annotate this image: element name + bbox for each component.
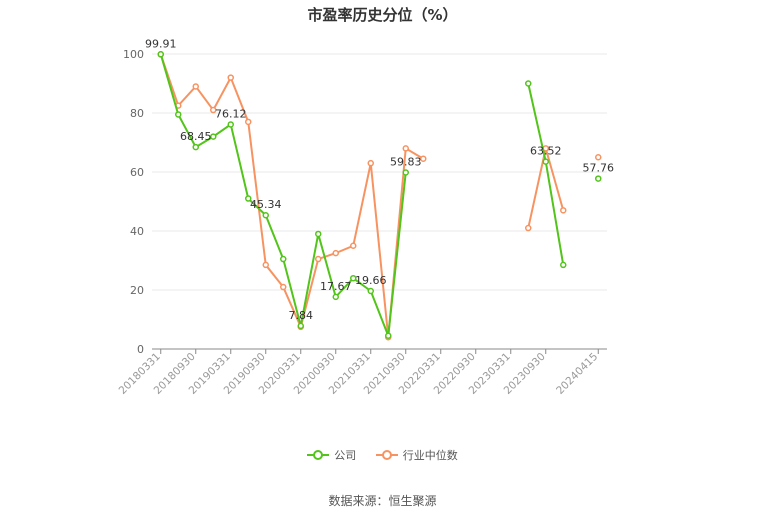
data-point-company xyxy=(542,158,549,165)
legend-label-company: 公司 xyxy=(334,449,357,462)
data-label: 76.12 xyxy=(215,107,247,120)
data-point-industry xyxy=(560,207,567,214)
legend-item-industry[interactable]: 行业中位数 xyxy=(375,447,458,463)
data-point-industry xyxy=(420,155,427,162)
data-point-industry xyxy=(367,159,374,167)
data-label: 45.34 xyxy=(250,198,282,211)
series-line-company xyxy=(527,83,565,266)
data-point-industry xyxy=(402,145,409,152)
data-point-company xyxy=(525,80,532,87)
data-point-industry xyxy=(280,283,287,291)
data-point-company xyxy=(332,293,339,301)
data-point-company xyxy=(367,287,374,295)
data-label: 99.91 xyxy=(145,37,177,50)
data-label: 63.52 xyxy=(530,145,562,158)
y-tick-label: 40 xyxy=(130,225,144,238)
data-point-company xyxy=(315,230,322,238)
data-point-industry xyxy=(227,74,234,81)
y-tick-label: 20 xyxy=(130,284,144,297)
series-line-industry xyxy=(159,53,424,338)
chart-title: 市盈率历史分位（%） xyxy=(307,6,458,24)
x-tick-label: 20240415 xyxy=(554,351,600,397)
data-point-company xyxy=(192,143,199,151)
data-point-industry xyxy=(315,255,322,263)
y-tick-label: 80 xyxy=(130,107,144,120)
data-point-industry xyxy=(332,249,339,257)
data-point-company xyxy=(157,51,164,58)
data-point-company xyxy=(245,195,252,202)
legend-item-company[interactable]: 公司 xyxy=(307,447,356,463)
data-point-industry xyxy=(525,224,532,232)
y-tick-label: 0 xyxy=(137,343,144,356)
data-label: 59.83 xyxy=(390,156,422,169)
data-point-company xyxy=(595,175,602,182)
legend-swatch-industry xyxy=(375,449,398,461)
data-point-company xyxy=(297,322,304,330)
data-point-company xyxy=(210,133,217,140)
data-point-company xyxy=(385,332,392,339)
data-point-industry xyxy=(245,118,252,126)
data-label: 68.45 xyxy=(180,130,212,143)
data-label: 57.76 xyxy=(583,162,615,175)
legend-label-industry: 行业中位数 xyxy=(402,449,458,462)
data-point-industry xyxy=(350,242,357,249)
data-point-industry xyxy=(595,154,602,161)
data-label: 19.66 xyxy=(355,274,387,287)
legend-swatch-company xyxy=(307,449,330,461)
data-point-company xyxy=(227,121,234,128)
data-point-industry xyxy=(262,261,269,269)
data-point-company xyxy=(262,211,269,219)
data-point-industry xyxy=(210,106,217,114)
data-label: 17.67 xyxy=(320,280,352,293)
chart-legend: 公司 行业中位数 xyxy=(0,447,765,464)
data-point-company xyxy=(280,255,287,263)
y-tick-label: 60 xyxy=(130,166,144,179)
data-point-company xyxy=(175,111,182,118)
data-point-industry xyxy=(192,83,199,90)
data-source-note: 数据来源：恒生聚源 xyxy=(328,494,437,508)
data-point-company xyxy=(402,169,409,176)
y-tick-label: 100 xyxy=(123,48,144,61)
data-point-company xyxy=(560,261,567,269)
data-point-company xyxy=(350,274,357,282)
data-label: 7.84 xyxy=(289,309,314,322)
